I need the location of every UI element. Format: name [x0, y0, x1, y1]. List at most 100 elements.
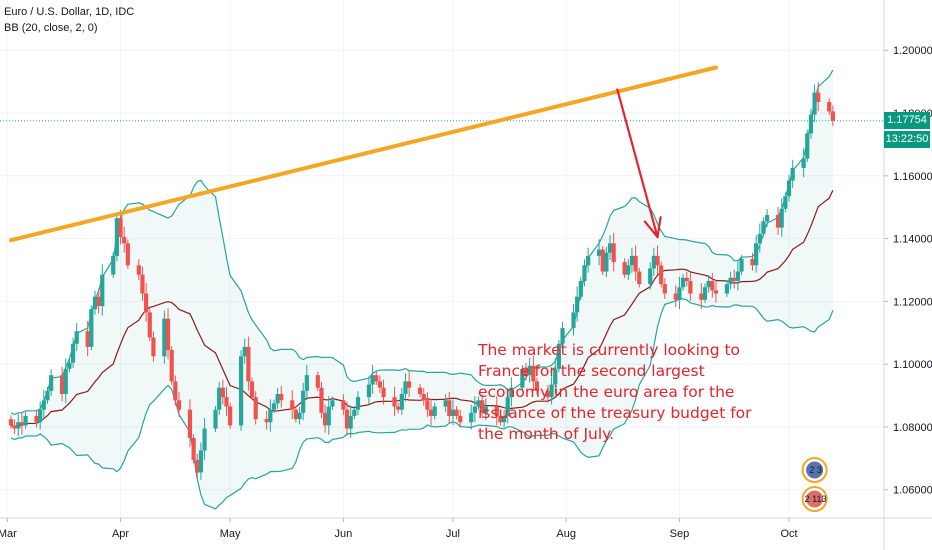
candle-body	[59, 375, 65, 394]
candle-body	[176, 400, 182, 410]
candle-body	[63, 368, 68, 394]
candle	[8, 415, 14, 429]
candle-body	[472, 406, 477, 413]
candle	[523, 362, 529, 381]
candle-body	[169, 350, 174, 382]
candle-body	[626, 265, 631, 275]
candle-body	[739, 259, 744, 272]
candle	[651, 247, 656, 276]
candle	[604, 246, 609, 277]
candle-body	[425, 400, 430, 410]
candle-body	[275, 393, 280, 404]
candle-body	[111, 255, 116, 275]
candle	[790, 159, 795, 188]
candle-body	[816, 92, 821, 103]
candle-body	[202, 428, 207, 451]
candle	[447, 392, 452, 424]
resistance-trendline[interactable]	[8, 65, 718, 243]
candle-body	[377, 381, 383, 388]
candle-body	[253, 397, 258, 420]
candle-body	[297, 412, 302, 420]
candle-body	[750, 259, 755, 266]
candle-body	[469, 412, 474, 423]
candle	[151, 331, 156, 362]
candle-body	[118, 218, 123, 238]
candle	[534, 377, 540, 395]
candle	[290, 389, 295, 420]
calendar-event-icon[interactable]: 2 3	[801, 457, 828, 483]
candle-body	[805, 133, 810, 159]
candle	[264, 410, 269, 430]
candle-body	[549, 384, 554, 398]
candle	[596, 239, 602, 266]
candle	[23, 412, 28, 429]
symbol-title[interactable]: Euro / U.S. Dollar, 1D, IDC	[4, 6, 135, 18]
candle-body	[428, 409, 434, 416]
candle	[253, 391, 258, 425]
annotation-text: The market is currently looking to Franc…	[478, 341, 752, 443]
candle-body	[49, 375, 54, 391]
bollinger-lower-line[interactable]	[10, 298, 834, 510]
candle-body	[162, 318, 167, 357]
candle-body	[527, 365, 532, 376]
candle-body	[140, 274, 145, 294]
candle-body	[67, 362, 72, 369]
candle-body	[578, 280, 583, 297]
candle	[275, 388, 280, 409]
candle-body	[228, 406, 233, 426]
candle-body	[238, 356, 244, 426]
chart-legend: Euro / U.S. Dollar, 1D, IDC BB (20, clos…	[4, 4, 134, 36]
candle-body	[41, 400, 46, 410]
candle-body	[366, 384, 372, 398]
candle	[74, 323, 79, 352]
candle	[443, 394, 448, 412]
candle-body	[352, 409, 357, 416]
candle	[381, 379, 386, 405]
candle-body	[775, 215, 781, 228]
candle-body	[396, 406, 401, 410]
candle	[125, 239, 130, 269]
time-axis[interactable]: Mar Apr May Jun Jul Aug Sep Oct	[0, 517, 932, 540]
candle-body	[483, 406, 488, 413]
candle	[775, 206, 781, 235]
candle-body	[662, 284, 667, 294]
down-arrow[interactable]	[616, 88, 662, 239]
price-axis[interactable]: 1.06000 1.08000 1.10000 1.12000 1.14000 1.160…	[883, 0, 932, 550]
event-marker-label: 2 113	[805, 494, 827, 504]
candle	[301, 382, 306, 421]
candle-body	[677, 287, 682, 300]
candle	[480, 394, 485, 419]
candle	[67, 358, 72, 373]
candle	[242, 338, 247, 364]
candle	[165, 308, 171, 360]
us-flag-icon[interactable]: 2 113	[801, 486, 828, 512]
candle-body	[779, 208, 784, 228]
candle-body	[575, 296, 580, 313]
candle-body	[370, 375, 375, 385]
candle	[100, 264, 105, 316]
down-arrow-shaft	[616, 88, 659, 239]
candle-body	[96, 296, 101, 307]
candle-body	[501, 415, 507, 423]
candle-body	[19, 422, 25, 426]
candle-body	[326, 406, 331, 426]
event-markers[interactable]: 2 3 2 113	[801, 457, 828, 512]
candle-body	[680, 277, 686, 288]
candle	[761, 217, 766, 238]
candle	[279, 385, 284, 408]
candle	[122, 226, 127, 253]
event-marker-label: 2 3	[809, 465, 822, 475]
price-tick-label: 1.10000	[893, 359, 932, 371]
candle-body	[531, 365, 536, 382]
last-price-tag: 1.17754	[884, 112, 930, 130]
candle	[45, 387, 50, 404]
candle	[710, 272, 715, 298]
candle-body	[710, 280, 715, 291]
down-arrow-head	[643, 220, 659, 239]
indicator-title[interactable]: BB (20, close, 2, 0)	[4, 22, 98, 34]
candle	[509, 377, 514, 407]
candle-body	[271, 403, 277, 410]
candle	[732, 269, 737, 289]
candle-body	[684, 277, 689, 281]
